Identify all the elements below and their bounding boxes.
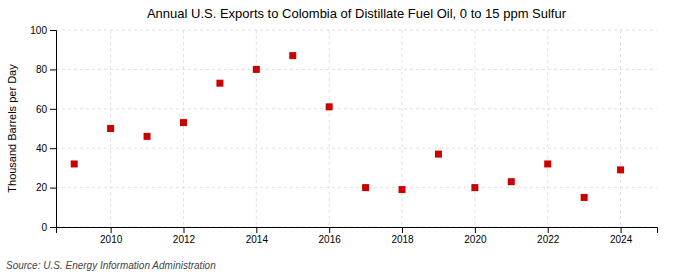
- y-tick-mark: [50, 109, 56, 110]
- x-tick-label: 2012: [173, 234, 196, 245]
- x-tick-mark: [111, 227, 112, 233]
- x-tick: 2012: [173, 227, 196, 245]
- y-grid-line: [56, 148, 657, 149]
- x-grid-line: [183, 30, 184, 227]
- point: [508, 178, 515, 185]
- y-axis-line: [50, 31, 57, 228]
- y-tick-label: 80: [36, 64, 48, 75]
- y-tick: 80: [36, 64, 56, 75]
- y-grid-line: [56, 108, 657, 109]
- y-tick-mark: [50, 227, 56, 228]
- y-grid-line: [56, 30, 657, 31]
- chart-container: 2010 2012 2014 2016 2018 2020 2022 2024 0 20 40 60 8…: [0, 0, 675, 275]
- x-axis: 2010 2012 2014 2016 2018 2020 2022 2024: [57, 227, 658, 245]
- x-tick-label: 2018: [391, 234, 414, 245]
- x-grid-line: [402, 30, 403, 227]
- y-tick-label: 0: [41, 222, 47, 233]
- x-tick-label: 2010: [100, 234, 123, 245]
- x-tick: 2024: [610, 227, 633, 245]
- y-tick-label: 60: [36, 104, 48, 115]
- x-tick-mark: [329, 227, 330, 233]
- chart-svg: 2010 2012 2014 2016 2018 2020 2022 2024 0 20 40 60 8…: [0, 0, 675, 275]
- y-grid-line: [56, 69, 657, 70]
- point: [471, 184, 478, 191]
- y-tick: 40: [36, 143, 56, 154]
- x-tick-mark: [256, 227, 257, 233]
- y-tick-mark: [50, 148, 56, 149]
- y-grid-line: [56, 187, 657, 188]
- x-tick: 2022: [537, 227, 560, 245]
- point: [180, 119, 187, 126]
- point: [399, 186, 406, 193]
- y-tick-label: 40: [36, 143, 48, 154]
- x-tick: 2018: [391, 227, 414, 245]
- point: [362, 184, 369, 191]
- point: [144, 133, 151, 140]
- x-axis-line: [57, 228, 658, 234]
- x-tick: 2014: [246, 227, 269, 245]
- point: [326, 103, 333, 110]
- x-tick-label: 2016: [319, 234, 342, 245]
- point: [71, 160, 78, 167]
- point: [253, 66, 260, 73]
- x-tick-mark: [548, 227, 549, 233]
- point: [435, 151, 442, 158]
- y-axis: 0 20 40 60 80 100: [30, 25, 56, 233]
- plot: 2010 2012 2014 2016 2018 2020 2022 2024 0 20 40 60 8…: [30, 25, 657, 245]
- grid: [56, 30, 657, 227]
- x-tick: 2010: [100, 227, 123, 245]
- x-grid-line: [547, 30, 548, 227]
- x-tick-mark: [621, 227, 622, 233]
- point: [581, 194, 588, 201]
- y-tick-label: 100: [30, 25, 47, 36]
- point: [216, 80, 223, 87]
- x-tick: 2020: [464, 227, 487, 245]
- title: Annual U.S. Exports to Colombia of Disti…: [147, 6, 567, 21]
- y-tick: 60: [36, 104, 56, 115]
- point: [544, 160, 551, 167]
- x-tick-mark: [402, 227, 403, 233]
- y-tick: 0: [41, 222, 56, 233]
- x-grid-line: [620, 30, 621, 227]
- y-tick-label: 20: [36, 182, 48, 193]
- y-tick-mark: [50, 69, 56, 70]
- x-tick-label: 2014: [246, 234, 269, 245]
- y-tick-mark: [50, 30, 56, 31]
- point: [617, 166, 624, 173]
- source-note: Source: U.S. Energy Information Administ…: [6, 260, 216, 271]
- point: [107, 125, 114, 132]
- x-grid-line: [474, 30, 475, 227]
- x-tick-label: 2020: [464, 234, 487, 245]
- y-tick-mark: [50, 188, 56, 189]
- x-grid-line: [256, 30, 257, 227]
- x-tick-mark: [183, 227, 184, 233]
- y-tick: 100: [30, 25, 56, 36]
- x-tick-label: 2022: [537, 234, 560, 245]
- x-tick-label: 2024: [610, 234, 633, 245]
- point: [289, 52, 296, 59]
- x-tick-mark: [475, 227, 476, 233]
- y-tick: 20: [36, 182, 56, 193]
- x-tick: 2016: [319, 227, 342, 245]
- y-axis-label: Thousand Barrels per Day: [6, 64, 18, 193]
- x-grid-line: [329, 30, 330, 227]
- points: [71, 52, 624, 201]
